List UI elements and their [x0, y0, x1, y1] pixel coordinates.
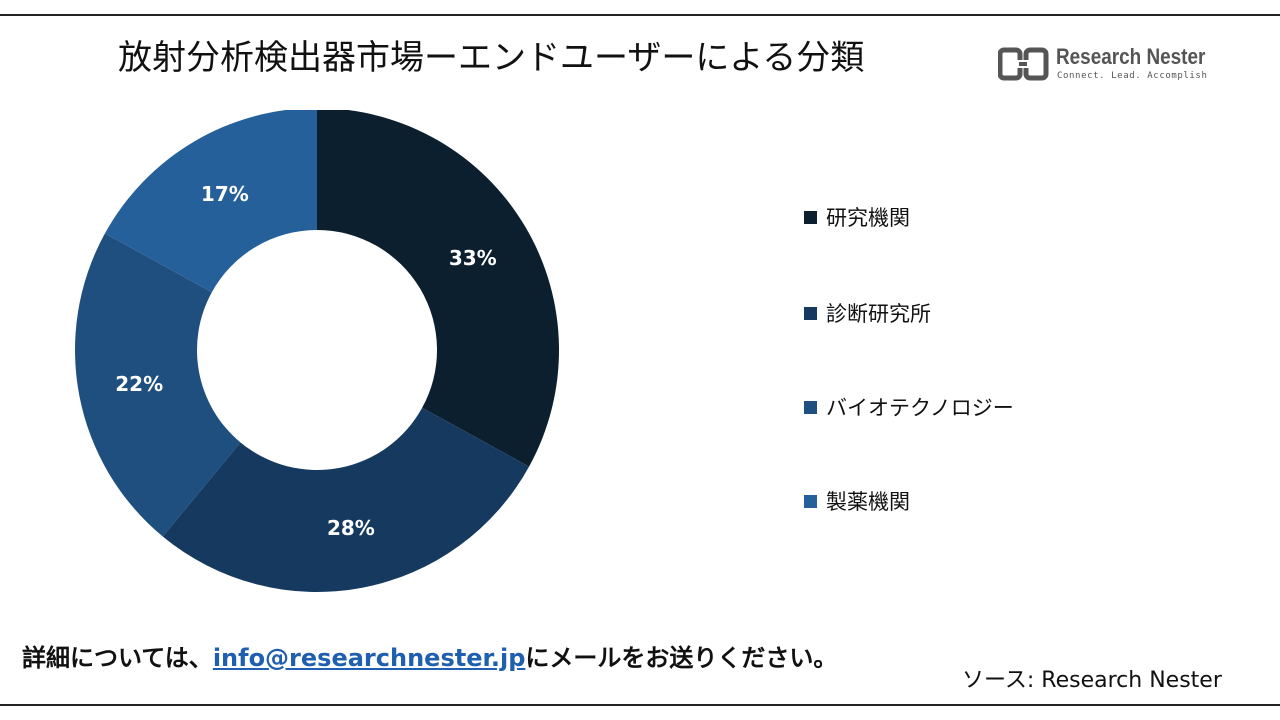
legend-swatch-icon — [804, 210, 817, 224]
top-divider — [0, 14, 1280, 16]
legend-label: 製薬機関 — [826, 490, 910, 514]
slice-percent-label: 22% — [115, 372, 163, 396]
slice-percent-label: 17% — [201, 182, 249, 206]
donut-slice — [162, 407, 530, 592]
contact-suffix: にメールをお送りください。 — [525, 644, 838, 672]
source-credit: ソース: Research Nester — [962, 668, 1222, 693]
slice-percent-label: 28% — [327, 516, 375, 540]
donut-slice — [104, 110, 317, 293]
bottom-divider — [0, 704, 1280, 706]
legend-swatch-icon — [804, 306, 817, 320]
slice-percent-label: 33% — [449, 246, 497, 270]
legend-swatch-icon — [804, 494, 817, 508]
donut-slice — [75, 233, 241, 537]
legend-label: 研究機関 — [826, 206, 910, 230]
legend-swatch-icon — [804, 400, 817, 414]
email-link[interactable]: info@researchnester.jp — [212, 644, 526, 672]
legend-label: 診断研究所 — [826, 302, 931, 326]
donut-chart: 33% 28% 22% 17% — [75, 110, 559, 592]
legend-item-diagnostic-labs: 診断研究所 — [804, 299, 931, 327]
contact-prefix: 詳細については、 — [22, 644, 213, 672]
legend-item-biotechnology: バイオテクノロジー — [804, 393, 1014, 421]
legend-label: バイオテクノロジー — [826, 396, 1014, 420]
legend-item-research-institutes: 研究機関 — [804, 203, 910, 231]
logo-mark-icon — [998, 47, 1049, 81]
chart-title: 放射分析検出器市場ーエンドユーザーによる分類 — [118, 38, 865, 78]
research-nester-logo: Research Nester Connect. Lead. Accomplis… — [998, 44, 1238, 88]
logo-name: Research Nester — [1056, 44, 1206, 69]
donut-slice — [317, 110, 559, 467]
legend-item-pharma: 製薬機関 — [804, 487, 910, 515]
logo-tagline: Connect. Lead. Accomplish — [1057, 71, 1208, 81]
contact-note: 詳細については、info@researchnester.jpにメールをお送りくだ… — [22, 638, 837, 673]
